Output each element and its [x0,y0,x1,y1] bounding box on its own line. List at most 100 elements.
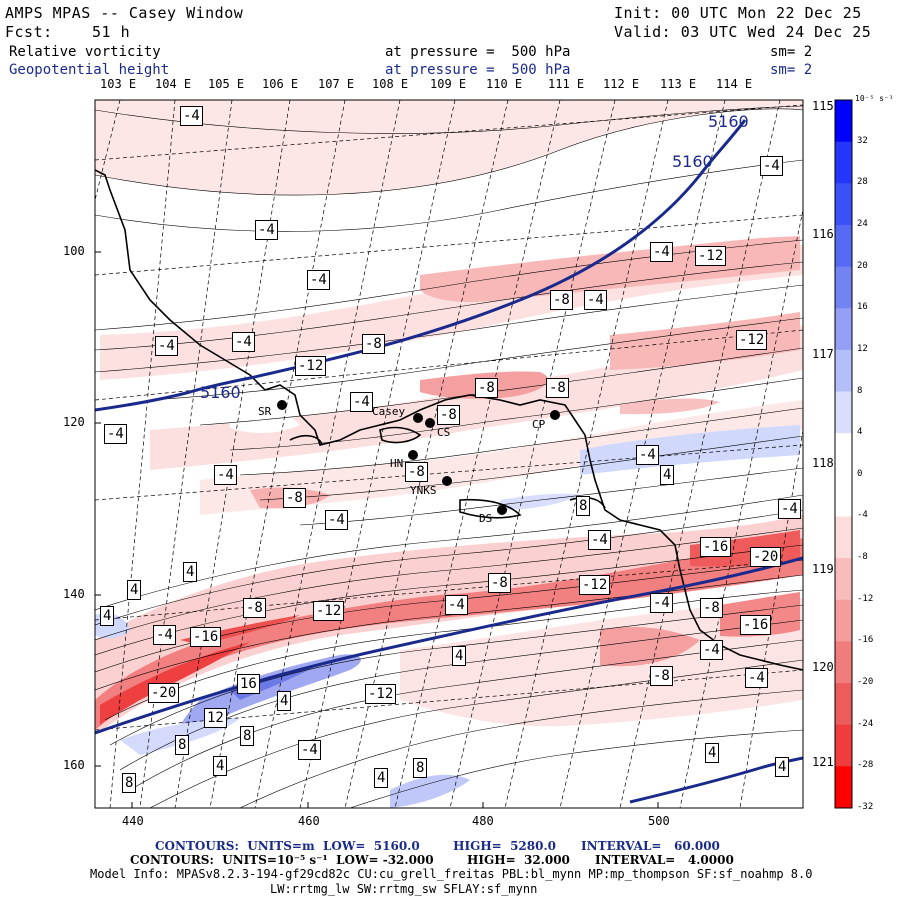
contour-label: -4 [298,740,321,760]
colorbar-segment [835,683,852,726]
colorbar-segment [835,224,852,268]
longitude-label: 107 E [318,77,355,91]
contour-label: 4 [775,757,790,777]
colorbar-segment [835,349,852,393]
contour-label: -4 [745,668,768,688]
contour-label: -20 [750,547,782,567]
contour-label: 16 [237,674,260,694]
contour-info-height: CONTOURS: UNITS=m LOW= 5160.0 HIGH= 5280… [155,839,720,853]
colorbar-segment [835,433,852,476]
contour-label: -4 [214,465,237,485]
contour-label: -8 [546,378,569,398]
colorbar-tick-label: 32 [857,135,868,146]
colorbar-segment [835,599,852,642]
contour-label: -20 [148,683,180,703]
contour-label: -4 [445,595,468,615]
lat-lon-gridlines [95,100,803,808]
contour-label: -4 [153,625,176,645]
colorbar-tick-label: 4 [857,427,863,438]
height-label: 5160 [672,152,713,171]
longitude-label: 112 E [603,77,640,91]
colorbar-segment [835,391,852,434]
colorbar-segment [835,266,852,309]
longitude-label: 111 E [548,77,585,91]
station-label-ynks: YNKS [410,484,437,497]
colorbar-segment [835,766,852,809]
colorbar [834,99,853,809]
longitude-label: 113 E [660,77,697,91]
contour-label: -4 [104,424,127,444]
contour-label: -8 [650,666,673,686]
contour-label: -4 [650,242,673,262]
colorbar-tick-label: -28 [857,760,874,771]
contour-label: -4 [350,392,373,412]
colorbar-tick-label: 20 [857,260,868,271]
contour-label: -4 [232,332,255,352]
field1-level: at pressure = 500 hPa [385,44,571,60]
x-axis-tick-label: 500 [648,814,670,828]
contour-label: 4 [660,465,675,485]
longitude-label: 109 E [430,77,467,91]
contour-label: -8 [475,378,498,398]
field1-name: Relative vorticity [9,44,161,60]
longitude-label: 106 E [262,77,299,91]
colorbar-tick-label: -16 [857,635,874,646]
colorbar-segment [835,100,852,143]
field1-smoothing: sm= 2 [770,44,813,60]
colorbar-tick-label: 28 [857,177,868,188]
contour-label: -12 [736,330,768,350]
forecast-hour: 51 h [92,23,131,41]
contour-label: -16 [740,615,772,635]
contour-label: -4 [650,593,673,613]
field2-level: at pressure = 500 hPa [385,62,571,78]
colorbar-segment [835,141,852,184]
forecast-label: Fcst: [5,23,53,41]
x-axis-tick-label: 480 [472,814,494,828]
contour-label: -8 [405,462,428,482]
station-label-cs: CS [437,426,451,439]
x-axis-tick-label: 460 [298,814,320,828]
contour-label: -8 [362,334,385,354]
contour-label: -16 [190,627,222,647]
height-label: 5160 [200,383,241,402]
station-marker-hn [408,450,418,460]
contour-label: 8 [175,735,190,755]
colorbar-frame [834,99,853,809]
contour-label: 4 [277,691,292,711]
contour-label: -4 [325,510,348,530]
longitude-label: 105 E [208,77,245,91]
contour-label: 4 [452,646,467,666]
colorbar-segment [835,183,852,226]
model-title: AMPS MPAS -- Casey Window [5,4,244,22]
station-label-casey: Casey [372,405,406,418]
contour-label: -4 [760,156,783,176]
geopotential-contours [95,119,803,804]
contour-label: -8 [550,290,573,310]
station-label-cp: CP [532,418,546,431]
colorbar-tick-label: 12 [857,343,868,354]
contour-label: 4 [705,743,720,763]
longitude-label: 108 E [372,77,409,91]
contour-label: -12 [695,246,727,266]
model-info-physics: LW:rrtmg_lw SW:rrtmg_sw SFLAY:sf_mynn [270,882,538,896]
contour-label: -4 [700,640,723,660]
contour-label: 4 [100,606,115,626]
contour-label: -8 [488,573,511,593]
station-markers [277,400,560,515]
contour-label: -4 [255,220,278,240]
colorbar-tick-label: -20 [857,677,874,688]
station-label-ds: DS [479,512,493,525]
contour-label: -12 [313,601,345,621]
contour-label: -4 [155,336,178,356]
longitude-label: 104 E [155,77,192,91]
colorbar-segment [835,474,852,517]
contour-label: 4 [127,580,142,600]
station-marker-sr [277,400,287,410]
longitude-label: 103 E [100,77,137,91]
y-axis-tick-label: 120 [63,415,85,429]
contour-label: -4 [307,270,330,290]
longitude-label: 114 E [716,77,753,91]
contour-label: 4 [213,756,228,776]
colorbar-tick-label: 16 [857,302,868,313]
